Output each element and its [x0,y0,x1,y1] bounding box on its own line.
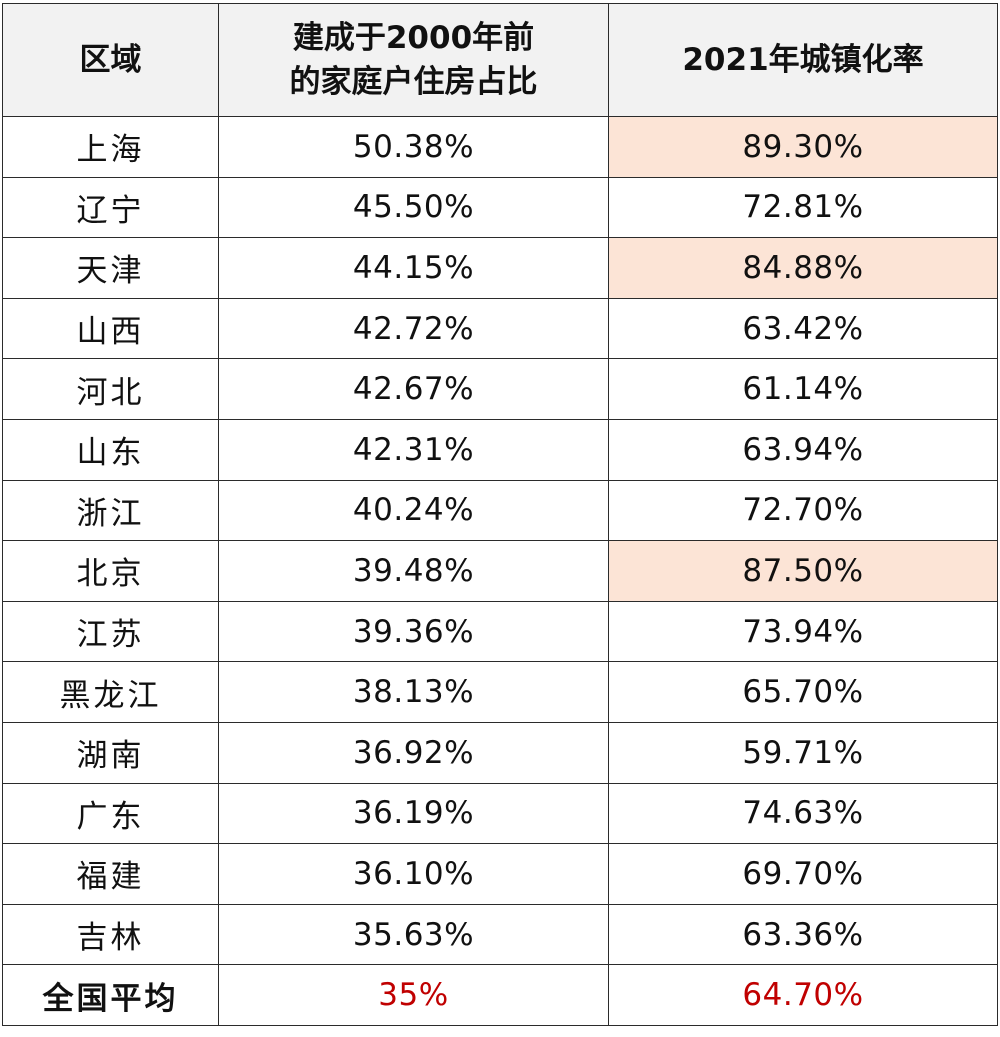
urbanization-rate-cell: 61.14% [608,358,998,420]
urbanization-rate-cell: 69.70% [608,843,998,905]
housing-share-cell: 40.24% [218,479,609,542]
table-row: 浙江 40.24% 72.70% [2,479,998,542]
urbanization-rate-cell: 63.94% [608,418,998,481]
urbanization-rate-cell: 59.71% [608,721,998,784]
table-row: 江苏 39.36% 73.94% [2,600,998,663]
region-cell: 山东 [2,418,219,481]
housing-share-cell: 36.19% [218,782,609,845]
header-housing-line2: 的家庭户住房占比 [289,64,538,100]
urbanization-rate-cell: 72.70% [608,479,998,542]
table-row: 山东 42.31% 63.94% [2,418,998,481]
region-cell: 北京 [2,540,219,602]
table-row: 湖南 36.92% 59.71% [2,721,998,784]
average-housing-share: 35% [218,964,609,1026]
header-urbanization-rate: 2021年城镇化率 [608,3,998,117]
region-cell: 江苏 [2,600,219,663]
urbanization-rate-cell: 65.70% [608,661,998,723]
table-row: 吉林 35.63% 63.36% [2,903,998,966]
region-cell: 湖南 [2,721,219,784]
national-average-row: 全国平均 35% 64.70% [2,964,998,1026]
urbanization-rate-cell: 72.81% [608,176,998,239]
header-housing-line1: 建成于2000年前 [292,20,535,56]
table-row: 辽宁 45.50% 72.81% [2,176,998,239]
urbanization-rate-cell: 87.50% [608,540,998,602]
region-cell: 辽宁 [2,176,219,239]
table-row: 黑龙江 38.13% 65.70% [2,661,998,723]
header-row: 区域 建成于2000年前 的家庭户住房占比 2021年城镇化率 [2,3,998,117]
region-cell: 福建 [2,843,219,905]
housing-urbanization-table: 区域 建成于2000年前 的家庭户住房占比 2021年城镇化率 上海 50.38%… [2,3,998,1026]
urbanization-rate-cell: 89.30% [608,116,998,178]
table-row: 北京 39.48% 87.50% [2,540,998,602]
average-label: 全国平均 [2,964,219,1026]
housing-share-cell: 35.63% [218,903,609,966]
region-cell: 山西 [2,297,219,360]
table-row: 上海 50.38% 89.30% [2,116,998,178]
table-row: 福建 36.10% 69.70% [2,843,998,905]
housing-share-cell: 44.15% [218,237,609,299]
housing-share-cell: 39.36% [218,600,609,663]
table-row: 天津 44.15% 84.88% [2,237,998,299]
region-cell: 天津 [2,237,219,299]
housing-share-cell: 36.10% [218,843,609,905]
table-row: 河北 42.67% 61.14% [2,358,998,420]
housing-share-cell: 38.13% [218,661,609,723]
housing-share-cell: 36.92% [218,721,609,784]
housing-share-cell: 42.31% [218,418,609,481]
table-row: 山西 42.72% 63.42% [2,297,998,360]
region-cell: 浙江 [2,479,219,542]
urbanization-rate-cell: 74.63% [608,782,998,845]
header-housing-share: 建成于2000年前 的家庭户住房占比 [218,3,609,117]
urbanization-rate-cell: 84.88% [608,237,998,299]
region-cell: 吉林 [2,903,219,966]
region-cell: 上海 [2,116,219,178]
housing-share-cell: 42.72% [218,297,609,360]
housing-share-cell: 39.48% [218,540,609,602]
urbanization-rate-cell: 73.94% [608,600,998,663]
housing-share-cell: 42.67% [218,358,609,420]
region-cell: 河北 [2,358,219,420]
housing-share-cell: 45.50% [218,176,609,239]
housing-share-cell: 50.38% [218,116,609,178]
header-region: 区域 [2,3,219,117]
table-row: 广东 36.19% 74.63% [2,782,998,845]
region-cell: 广东 [2,782,219,845]
region-cell: 黑龙江 [2,661,219,723]
average-urbanization-rate: 64.70% [608,964,998,1026]
urbanization-rate-cell: 63.42% [608,297,998,360]
table-body: 上海 50.38% 89.30% 辽宁 45.50% 72.81% 天津 44.15% 84.8… [2,116,998,1026]
urbanization-rate-cell: 63.36% [608,903,998,966]
